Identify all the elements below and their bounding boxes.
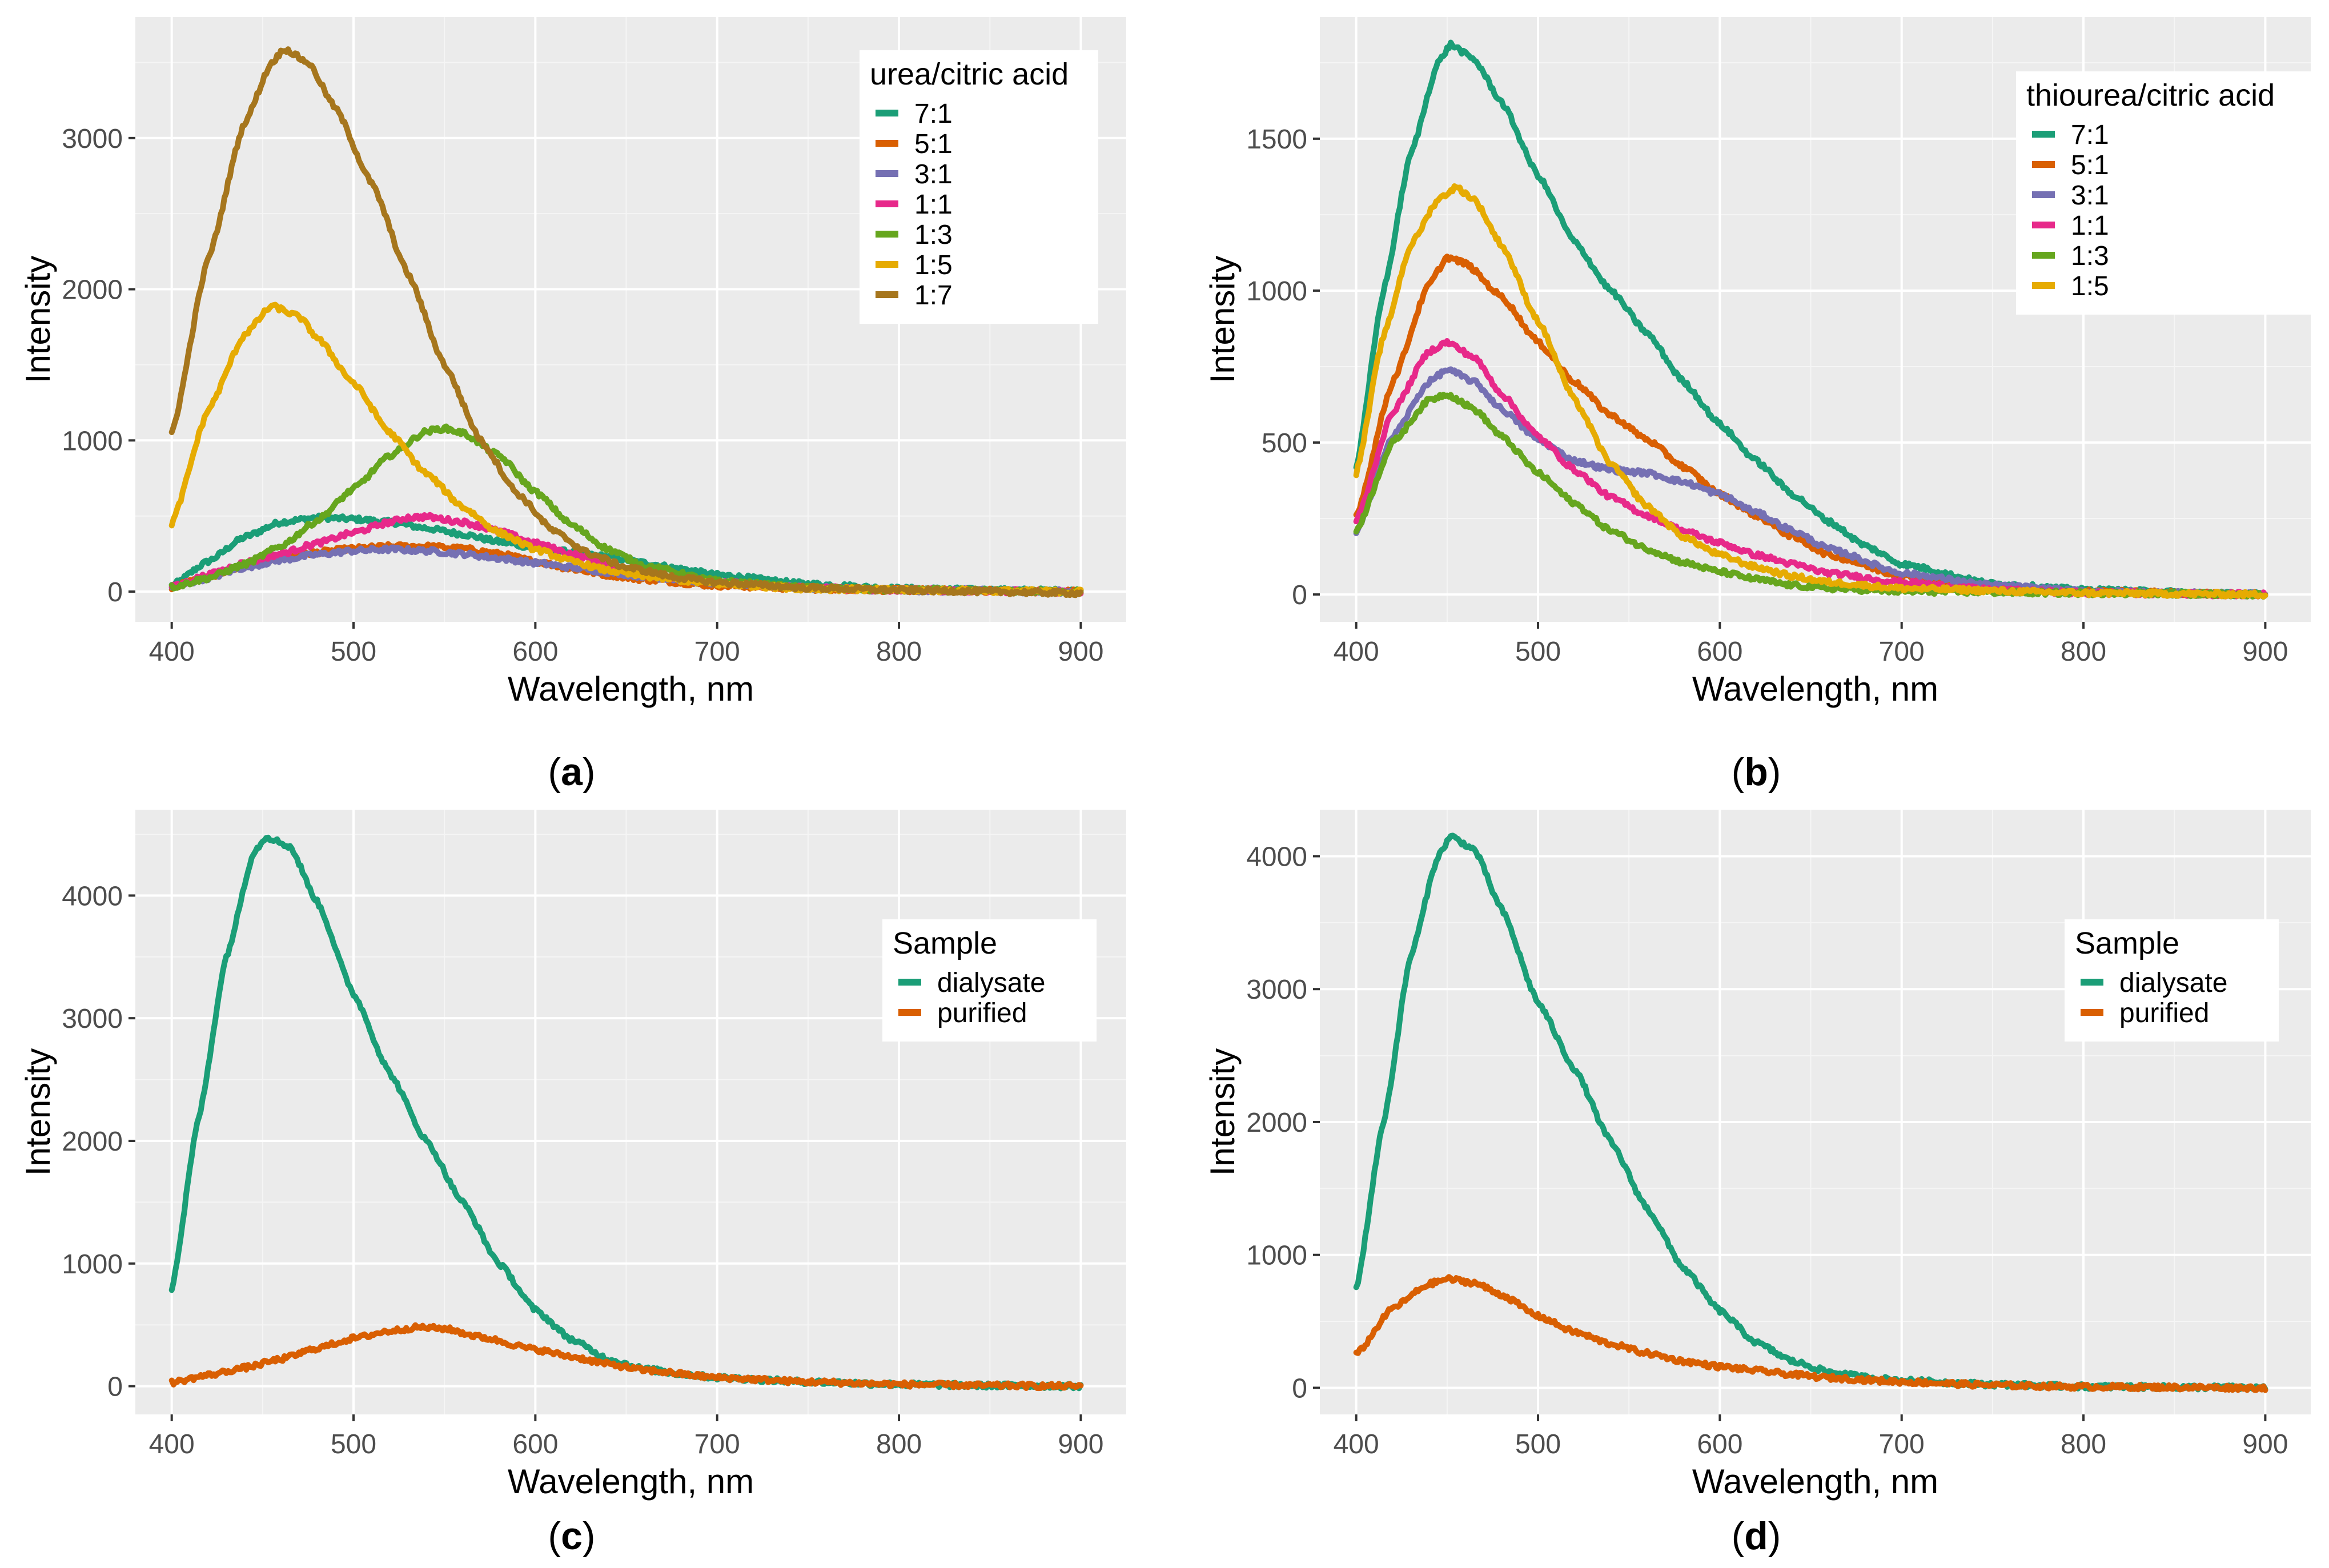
x-tick-label: 400 <box>1334 637 1379 667</box>
y-axis-title: Intensity <box>19 1048 57 1176</box>
y-tick-label: 1000 <box>1246 1241 1307 1271</box>
legend-label: 7:1 <box>2071 120 2109 150</box>
x-tick-label: 500 <box>331 1429 376 1460</box>
legend-title: thiourea/citric acid <box>2026 78 2275 112</box>
legend-label: 1:3 <box>914 220 953 250</box>
y-tick-label: 4000 <box>62 881 123 911</box>
x-tick-label: 500 <box>1515 637 1561 667</box>
series-line-1:7 <box>168 46 1084 598</box>
y-tick-label: 500 <box>1262 428 1307 459</box>
legend-label: 1:7 <box>914 280 953 311</box>
panel-label-d: (d) <box>1732 1514 1781 1558</box>
y-tick-label: 2000 <box>62 275 123 305</box>
y-tick-label: 0 <box>1292 1373 1307 1404</box>
x-tick-label: 900 <box>1058 1429 1103 1460</box>
legend-label: dialysate <box>937 968 1045 998</box>
plot-background <box>1320 810 2311 1414</box>
panel-d: 400 500 600 700 800 900 0 1000 2000 3000 4000 Wavel… <box>1203 810 2311 1501</box>
x-tick-label: 800 <box>876 1429 922 1460</box>
x-tick-label: 500 <box>331 637 376 667</box>
y-tick-label: 3000 <box>62 1004 123 1034</box>
y-tick-label: 3000 <box>1246 975 1307 1005</box>
y-tick-label: 3000 <box>62 124 123 154</box>
panel-label-b: (b) <box>1732 750 1781 794</box>
legend-label: 3:1 <box>914 159 953 190</box>
legend-label: 1:5 <box>2071 271 2109 301</box>
legend-label: 3:1 <box>2071 180 2109 211</box>
series-line-purified <box>168 1322 1084 1392</box>
plot-background <box>135 810 1126 1414</box>
y-tick-label: 1000 <box>62 1249 123 1280</box>
x-tick-label: 700 <box>694 637 740 667</box>
x-tick-label: 900 <box>2242 1429 2288 1460</box>
x-tick-label: 700 <box>694 1429 740 1460</box>
panel-label-c: (c) <box>548 1514 595 1558</box>
x-tick-label: 500 <box>1515 1429 1561 1460</box>
x-tick-label: 800 <box>876 637 922 667</box>
legend-label: purified <box>2119 998 2209 1028</box>
legend-title: Sample <box>2075 926 2179 960</box>
y-tick-label: 1000 <box>62 426 123 456</box>
y-tick-label: 0 <box>107 577 123 608</box>
legend-label: 7:1 <box>914 99 953 129</box>
x-axis-title: Wavelength, nm <box>1692 670 1938 708</box>
legend-title: Sample <box>893 926 997 960</box>
x-tick-label: 900 <box>1058 637 1103 667</box>
x-tick-label: 700 <box>1879 637 1925 667</box>
legend-label: 1:1 <box>914 190 953 220</box>
legend-label: 1:3 <box>2071 241 2109 271</box>
legend-background <box>2016 71 2313 315</box>
y-axis-title: Intensity <box>1203 1048 1242 1176</box>
x-tick-label: 400 <box>149 637 195 667</box>
legend-title: urea/citric acid <box>870 57 1069 91</box>
x-tick-label: 400 <box>149 1429 195 1460</box>
x-axis-title: Wavelength, nm <box>508 1462 754 1501</box>
series-line-1:5 <box>1353 183 2268 600</box>
y-tick-label: 1000 <box>1246 276 1307 307</box>
panel-label-a: (a) <box>548 750 595 794</box>
x-tick-label: 800 <box>2061 637 2106 667</box>
x-tick-label: 900 <box>2242 637 2288 667</box>
x-tick-label: 600 <box>1697 1429 1742 1460</box>
legend-label: 1:5 <box>914 250 953 280</box>
legend-background <box>860 50 1098 324</box>
y-axis-title: Intensity <box>1203 256 1242 383</box>
legend-label: 1:1 <box>2071 211 2109 241</box>
y-tick-label: 0 <box>1292 580 1307 610</box>
x-tick-label: 600 <box>1697 637 1742 667</box>
x-axis-title: Wavelength, nm <box>508 670 754 708</box>
legend-label: purified <box>937 998 1027 1028</box>
legend-label: dialysate <box>2119 968 2227 998</box>
x-axis-title: Wavelength, nm <box>1692 1462 1938 1501</box>
y-tick-label: 0 <box>107 1372 123 1402</box>
panel-c: 400 500 600 700 800 900 0 1000 2000 3000 4000 Wavel… <box>19 810 1126 1501</box>
y-tick-label: 2000 <box>62 1127 123 1157</box>
legend-label: 5:1 <box>2071 150 2109 180</box>
legend: urea/citric acid 7:15:13:11:11:31:51:7 <box>860 50 1098 324</box>
series-line-purified <box>1353 1274 2268 1393</box>
panel-b: 400 500 600 700 800 900 0 500 1000 1500 Wavelength… <box>1203 17 2313 708</box>
panel-a: 400 500 600 700 800 900 0 1000 2000 3000 Wavelengt… <box>19 17 1126 708</box>
y-tick-label: 1500 <box>1246 124 1307 155</box>
x-tick-label: 600 <box>512 637 558 667</box>
y-tick-label: 2000 <box>1246 1108 1307 1138</box>
x-tick-label: 800 <box>2061 1429 2106 1460</box>
legend-label: 5:1 <box>914 129 953 159</box>
y-axis-title: Intensity <box>19 256 57 383</box>
x-tick-label: 600 <box>512 1429 558 1460</box>
x-tick-label: 700 <box>1879 1429 1925 1460</box>
legend: thiourea/citric acid 7:15:13:11:11:31:5 <box>2016 71 2313 315</box>
x-tick-label: 400 <box>1334 1429 1379 1460</box>
y-tick-label: 4000 <box>1246 842 1307 872</box>
